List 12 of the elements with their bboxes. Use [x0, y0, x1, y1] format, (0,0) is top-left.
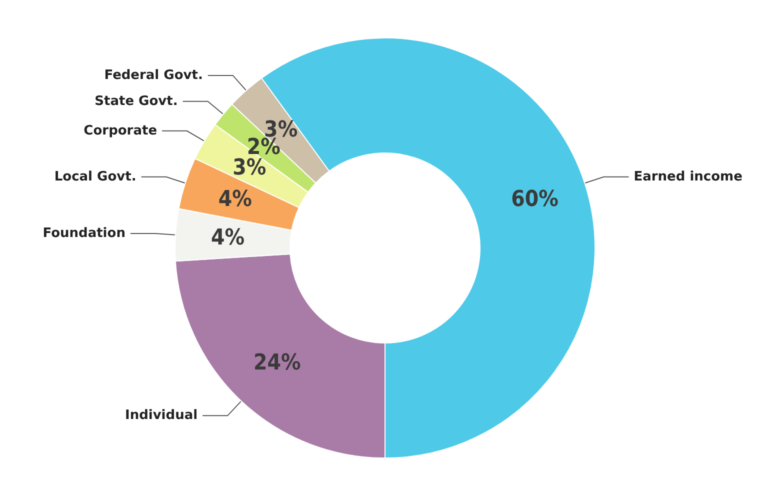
- slice-label: State Govt.: [94, 94, 178, 109]
- slice-label: Corporate: [84, 123, 158, 138]
- slice-label: Earned income: [634, 169, 743, 184]
- data-label: 4%: [211, 226, 245, 251]
- slice-label: Foundation: [42, 226, 126, 242]
- data-label: 24%: [253, 350, 302, 376]
- data-label: 3%: [232, 155, 266, 180]
- slice-label: Local Govt.: [54, 169, 136, 184]
- slice-label: Individual: [124, 408, 198, 424]
- slice-label: Federal Govt.: [104, 68, 203, 83]
- data-label: 4%: [218, 186, 252, 212]
- data-label: 60%: [511, 186, 559, 212]
